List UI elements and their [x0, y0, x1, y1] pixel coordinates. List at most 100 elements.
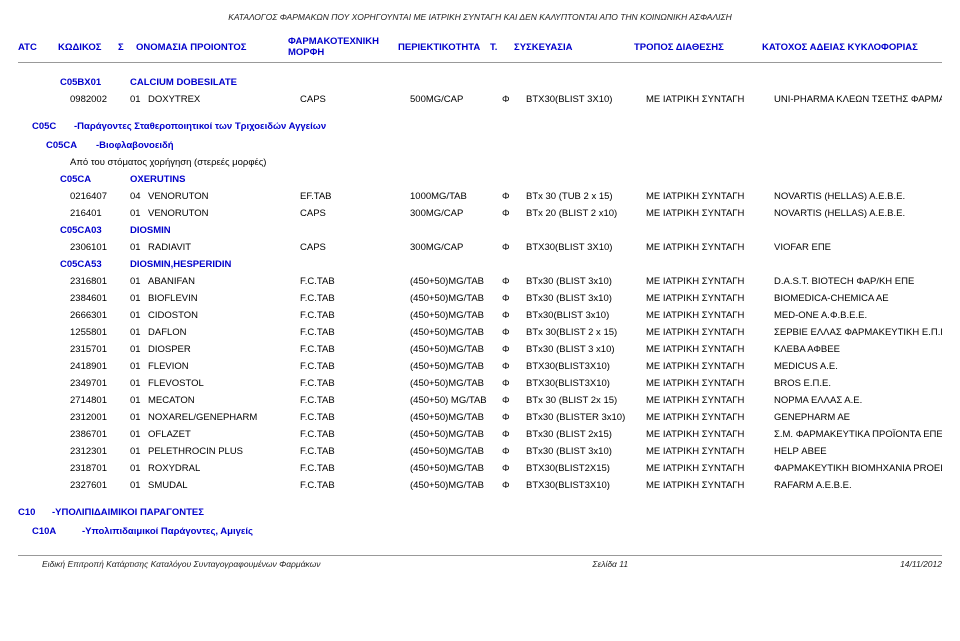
cell-s: 01: [130, 378, 148, 389]
cell-form: F.C.TAB: [300, 412, 410, 423]
section-desc: -Βιοφλαβονοειδή: [96, 140, 174, 151]
group-diosmin: C05CA03 DIOSMIN: [18, 225, 942, 236]
section-desc: -ΥΠΟΛΙΠΙΔΑΙΜΙΚΟΙ ΠΑΡΑΓΟΝΤΕΣ: [52, 507, 204, 518]
cell-pack: BTX30(BLIST3X10): [526, 361, 646, 372]
group-desc: DIOSMIN: [130, 225, 171, 236]
cell-pack: BTx 30 (TUB 2 x 15): [526, 191, 646, 202]
cell-holder: NOVARTIS (HELLAS) A.E.B.E.: [774, 208, 942, 219]
cell-t: Φ: [502, 429, 526, 440]
cell-conc: (450+50) MG/TAB: [410, 395, 502, 406]
cell-name: DOXYTREX: [148, 94, 300, 105]
cell-conc: 300MG/CAP: [410, 208, 502, 219]
cell-code: 2306101: [70, 242, 130, 253]
cell-code: 2386701: [70, 429, 130, 440]
cell-t: Φ: [502, 344, 526, 355]
col-atc: ATC: [18, 42, 58, 53]
cell-pack: BTx30 (BLIST 2x15): [526, 429, 646, 440]
table-row: 238460101BIOFLEVINF.C.TAB(450+50)MG/TABΦ…: [18, 293, 942, 304]
cell-disp: ΜΕ ΙΑΤΡΙΚΗ ΣΥΝΤΑΓΗ: [646, 344, 774, 355]
cell-s: 01: [130, 480, 148, 491]
cell-s: 01: [130, 293, 148, 304]
cell-s: 01: [130, 446, 148, 457]
cell-conc: (450+50)MG/TAB: [410, 276, 502, 287]
cell-code: 2312001: [70, 412, 130, 423]
cell-holder: D.A.S.T. BIOTECH ΦΑΡ/ΚΗ ΕΠΕ: [774, 276, 942, 287]
cell-conc: (450+50)MG/TAB: [410, 429, 502, 440]
table-row: 271480101MECATONF.C.TAB(450+50) MG/TABΦB…: [18, 395, 942, 406]
cell-pack: BTx 20 (BLIST 2 x10): [526, 208, 646, 219]
cell-pack: BTx30(BLIST 3x10): [526, 310, 646, 321]
col-code: ΚΩΔΙΚΟΣ: [58, 42, 118, 53]
col-holder: ΚΑΤΟΧΟΣ ΑΔΕΙΑΣ ΚΥΚΛΟΦΟΡΙΑΣ: [762, 42, 942, 53]
table-row: 230610101RADIAVITCAPS300MG/CAPΦBTX30(BLI…: [18, 242, 942, 253]
table-row: 21640101VENORUTONCAPS300MG/CAPΦBTx 20 (B…: [18, 208, 942, 219]
cell-holder: NOVARTIS (HELLAS) A.E.B.E.: [774, 191, 942, 202]
cell-t: Φ: [502, 276, 526, 287]
cell-disp: ΜΕ ΙΑΤΡΙΚΗ ΣΥΝΤΑΓΗ: [646, 276, 774, 287]
cell-holder: MEDICUS A.E.: [774, 361, 942, 372]
cell-t: Φ: [502, 378, 526, 389]
col-t: Τ.: [490, 42, 514, 53]
table-row: 266630101CIDOSTONF.C.TAB(450+50)MG/TABΦB…: [18, 310, 942, 321]
cell-t: Φ: [502, 480, 526, 491]
cell-s: 01: [130, 242, 148, 253]
cell-name: RADIAVIT: [148, 242, 300, 253]
cell-s: 01: [130, 310, 148, 321]
section-c05c: C05C -Παράγοντες Σταθεροποιητικοί των Τρ…: [32, 121, 942, 132]
cell-t: Φ: [502, 361, 526, 372]
cell-form: CAPS: [300, 208, 410, 219]
cell-name: VENORUTON: [148, 191, 300, 202]
group-code: C05BX01: [60, 77, 130, 88]
cell-code: 2318701: [70, 463, 130, 474]
cell-form: F.C.TAB: [300, 293, 410, 304]
cell-conc: (450+50)MG/TAB: [410, 463, 502, 474]
cell-code: 2666301: [70, 310, 130, 321]
cell-holder: ΚΛΕΒΑ ΑΦΒΕΕ: [774, 344, 942, 355]
cell-s: 04: [130, 191, 148, 202]
cell-pack: BTx30 (BLIST 3x10): [526, 293, 646, 304]
cell-conc: (450+50)MG/TAB: [410, 412, 502, 423]
table-row: 231230101PELETHROCIN PLUSF.C.TAB(450+50)…: [18, 446, 942, 457]
section-c05ca: C05CA -Βιοφλαβονοειδή: [46, 140, 942, 151]
cell-disp: ΜΕ ΙΑΤΡΙΚΗ ΣΥΝΤΑΓΗ: [646, 378, 774, 389]
cell-conc: (450+50)MG/TAB: [410, 310, 502, 321]
cell-name: VENORUTON: [148, 208, 300, 219]
cell-disp: ΜΕ ΙΑΤΡΙΚΗ ΣΥΝΤΑΓΗ: [646, 327, 774, 338]
cell-disp: ΜΕ ΙΑΤΡΙΚΗ ΣΥΝΤΑΓΗ: [646, 208, 774, 219]
cell-form: F.C.TAB: [300, 310, 410, 321]
cell-pack: BTx30 (BLIST 3x10): [526, 276, 646, 287]
cell-disp: ΜΕ ΙΑΤΡΙΚΗ ΣΥΝΤΑΓΗ: [646, 395, 774, 406]
cell-form: F.C.TAB: [300, 480, 410, 491]
cell-form: F.C.TAB: [300, 395, 410, 406]
table-row: 231680101ABANIFANF.C.TAB(450+50)MG/TABΦB…: [18, 276, 942, 287]
cell-pack: BTX30(BLIST 3X10): [526, 94, 646, 105]
cell-holder: BIOMEDICA-CHEMICA AE: [774, 293, 942, 304]
cell-name: FLEVION: [148, 361, 300, 372]
cell-code: 2316801: [70, 276, 130, 287]
cell-name: NOXAREL/GENEPHARM: [148, 412, 300, 423]
section-code: C10: [18, 507, 52, 518]
cell-code: 0216407: [70, 191, 130, 202]
cell-pack: BTX30(BLIST3X10): [526, 480, 646, 491]
cell-holder: VIOFAR ΕΠΕ: [774, 242, 942, 253]
cell-conc: (450+50)MG/TAB: [410, 446, 502, 457]
cell-holder: ΦΑΡΜΑΚΕΥΤΙΚΗ ΒΙΟΜΗΧΑΝΙΑ PROEL Ι: [774, 463, 942, 474]
cell-name: PELETHROCIN PLUS: [148, 446, 300, 457]
cell-form: F.C.TAB: [300, 276, 410, 287]
cell-code: 2714801: [70, 395, 130, 406]
cell-name: OFLAZET: [148, 429, 300, 440]
col-s: Σ: [118, 42, 136, 53]
cell-disp: ΜΕ ΙΑΤΡΙΚΗ ΣΥΝΤΑΓΗ: [646, 94, 774, 105]
cell-name: MECATON: [148, 395, 300, 406]
cell-form: F.C.TAB: [300, 463, 410, 474]
section-c10a: C10A -Υπολιπιδαιμικοί Παράγοντες, Αμιγεί…: [32, 526, 942, 537]
cell-code: 2349701: [70, 378, 130, 389]
cell-s: 01: [130, 208, 148, 219]
col-form-l2: ΜΟΡΦΗ: [288, 47, 398, 58]
section-desc: -Παράγοντες Σταθεροποιητικοί των Τριχοει…: [74, 121, 326, 132]
note-oral: Από του στόματος χορήγηση (στερεές μορφέ…: [70, 157, 942, 168]
footer-right: 14/11/2012: [900, 559, 942, 569]
cell-name: SMUDAL: [148, 480, 300, 491]
cell-name: DAFLON: [148, 327, 300, 338]
cell-s: 01: [130, 344, 148, 355]
